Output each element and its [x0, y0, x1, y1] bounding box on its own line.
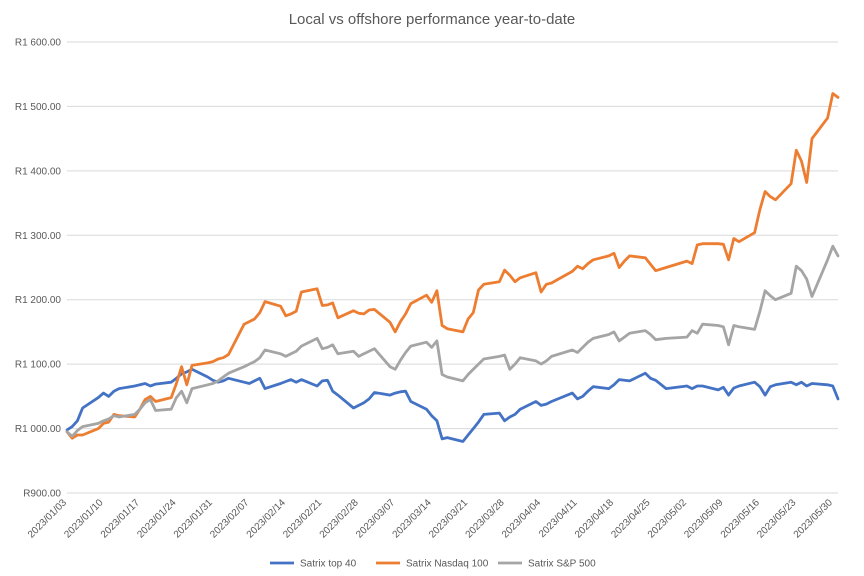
legend-label: Satrix S&P 500: [528, 559, 596, 570]
chart-title: Local vs offshore performance year-to-da…: [289, 11, 576, 28]
y-tick-label: R1 000.00: [15, 424, 62, 435]
y-tick-label: R1 500.00: [15, 102, 62, 113]
x-tick-label: 2023/04/04: [500, 497, 543, 540]
series-line: [65, 92, 840, 440]
y-axis-tick-labels: R900.00 R1 000.00 R1 100.00 R1 200.00 R1 300…: [15, 38, 62, 500]
x-axis-tick-labels: 2023/01/032023/01/102023/01/172023/01/24…: [26, 497, 835, 540]
y-tick-label: R1 100.00: [15, 360, 62, 371]
y-tick-label: R1 300.00: [15, 231, 62, 242]
y-tick-label: R1 600.00: [15, 38, 62, 49]
x-tick-label: 2023/05/30: [792, 497, 835, 540]
legend-label: Satrix Nasdaq 100: [406, 559, 489, 570]
series-line: [65, 244, 840, 438]
series-line: [65, 367, 840, 443]
series-lines: [65, 92, 840, 443]
gridlines: [67, 41, 838, 494]
y-tick-label: R900.00: [23, 489, 61, 500]
y-tick-label: R1 200.00: [15, 295, 62, 306]
y-tick-label: R1 400.00: [15, 166, 62, 177]
legend-label: Satrix top 40: [300, 559, 357, 570]
legend: Satrix top 40 Satrix Nasdaq 100 Satrix S&P…: [270, 559, 596, 570]
